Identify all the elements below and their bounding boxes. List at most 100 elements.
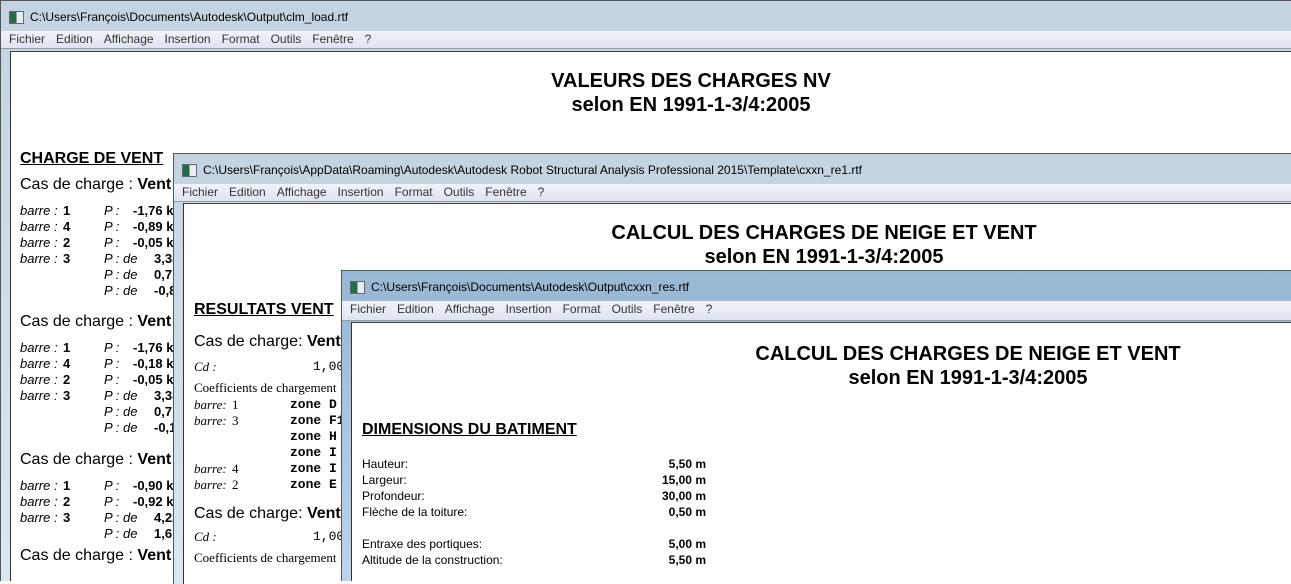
bar-number: 4	[63, 356, 71, 371]
bar-number: 4	[63, 219, 71, 234]
bar-label: barre :	[20, 340, 58, 355]
menu-item[interactable]: Outils	[611, 302, 643, 316]
load-value: 1,61	[154, 526, 180, 541]
bar-label: barre :	[20, 203, 58, 218]
bar-number: 2	[63, 372, 71, 387]
window-title: C:\Users\François\Documents\Autodesk\Out…	[30, 10, 349, 24]
bar-label: barre :	[20, 235, 58, 250]
heading: CALCUL DES CHARGES DE NEIGE ET VENT selon…	[668, 342, 1268, 390]
bar-number: 1	[63, 203, 71, 218]
dimension-value: 15,00 m	[661, 473, 706, 487]
load-case: Cas de charge: Vent	[194, 505, 341, 523]
load-case: Cas de charge : Vent	[20, 313, 171, 331]
load-value: -0,05 kN	[133, 235, 183, 250]
dimension-label: Hauteur:	[362, 457, 409, 471]
load-label: P : de	[104, 388, 138, 403]
load-case: Cas de charge : Vent	[20, 451, 171, 469]
dimension-value: 5,50 m	[668, 457, 706, 471]
menu-item[interactable]: Outils	[270, 32, 302, 46]
heading-line2: selon EN 1991-1-3/4:2005	[848, 367, 1088, 389]
app-icon	[350, 281, 365, 294]
dimension-value: 5,00 m	[668, 537, 706, 551]
dimension-label: Entraxe des portiques:	[362, 537, 483, 551]
window-cxxn-res[interactable]: C:\Users\François\Documents\Autodesk\Out…	[341, 270, 1291, 581]
zone-label: zone F1	[290, 413, 345, 428]
app-icon	[182, 164, 197, 177]
menu-item[interactable]: Format	[562, 302, 601, 316]
case-name: Vent	[137, 547, 172, 564]
app-icon	[9, 11, 24, 24]
title-bar[interactable]: C:\Users\François\AppData\Roaming\Autode…	[174, 154, 1291, 184]
menu-item[interactable]: Fichier	[350, 302, 387, 316]
heading-line1: CALCUL DES CHARGES DE NEIGE ET VENT	[755, 343, 1181, 365]
zone-label: zone H	[290, 429, 337, 444]
bar-label: barre:	[194, 477, 227, 492]
case-label: Cas de charge :	[20, 313, 138, 330]
bar-label: barre :	[20, 510, 58, 525]
load-value: 3,33	[154, 251, 180, 266]
case-name: Vent	[137, 176, 172, 193]
menu-bar: Fichier Edition Affichage Insertion Format Ou…	[1, 31, 1291, 49]
menu-item[interactable]: Format	[394, 185, 433, 199]
bar-number: 1	[63, 340, 71, 355]
menu-item[interactable]: Insertion	[337, 185, 384, 199]
load-label: P :	[104, 219, 120, 234]
case-name: Vent	[306, 505, 341, 522]
dimension-label: Profondeur:	[362, 489, 425, 503]
menu-item[interactable]: Format	[221, 32, 260, 46]
dimension-value: 30,00 m	[661, 489, 706, 503]
menu-item[interactable]: Insertion	[505, 302, 552, 316]
menu-item[interactable]: Insertion	[164, 32, 211, 46]
coef-label: Coefficients de chargement	[194, 380, 337, 395]
menu-item[interactable]: ?	[705, 302, 713, 316]
load-label: P :	[104, 340, 120, 355]
load-label: P :	[104, 203, 120, 218]
load-value: -0,05 kN	[133, 372, 183, 387]
load-value: 0,71	[154, 404, 180, 419]
menu-item[interactable]: Affichage	[276, 185, 327, 199]
load-label: P : de	[104, 526, 138, 541]
bar-number: 3	[63, 510, 71, 525]
load-case: Cas de charge : Vent	[20, 176, 171, 194]
case-name: Vent	[306, 333, 341, 350]
title-bar[interactable]: C:\Users\François\Documents\Autodesk\Out…	[342, 271, 1291, 301]
load-label: P :	[104, 356, 120, 371]
menu-item[interactable]: Fichier	[9, 32, 46, 46]
menu-item[interactable]: ?	[537, 185, 545, 199]
menu-item[interactable]: Affichage	[444, 302, 495, 316]
document-content: CALCUL DES CHARGES DE NEIGE ET VENT selon…	[351, 322, 1291, 581]
zone-label: zone I	[290, 461, 337, 476]
bar-number: 2	[63, 494, 71, 509]
zone-label: zone D	[290, 397, 337, 412]
menu-item[interactable]: Edition	[397, 302, 434, 316]
menu-item[interactable]: Fichier	[182, 185, 219, 199]
menu-item[interactable]: Fenêtre	[485, 185, 527, 199]
zone-label: zone E	[290, 477, 337, 492]
menu-item[interactable]: Edition	[56, 32, 93, 46]
window-title: C:\Users\François\Documents\Autodesk\Out…	[371, 280, 690, 294]
section-title: DIMENSIONS DU BATIMENT	[362, 421, 577, 438]
section-title: CHARGE DE VENT	[20, 150, 164, 167]
bar-label: barre:	[194, 461, 227, 476]
bar-label: barre:	[194, 413, 227, 428]
menu-item[interactable]: Edition	[229, 185, 266, 199]
menu-item[interactable]: Fenêtre	[312, 32, 354, 46]
bar-number: 3	[232, 413, 239, 428]
load-case: Cas de charge : Vent	[20, 547, 171, 565]
title-bar[interactable]: C:\Users\François\Documents\Autodesk\Out…	[1, 1, 1291, 31]
dimension-value: 5,50 m	[668, 553, 706, 567]
case-name: Vent	[137, 451, 172, 468]
menu-bar: Fichier Edition Affichage Insertion Format Ou…	[174, 184, 1291, 202]
menu-item[interactable]: Fenêtre	[653, 302, 695, 316]
load-label: P : de	[104, 251, 138, 266]
bar-label: barre :	[20, 356, 58, 371]
load-value: -0,18 kN	[133, 356, 183, 371]
dimension-label: Altitude de la construction:	[362, 553, 503, 567]
heading-line1: VALEURS DES CHARGES NV	[551, 70, 831, 92]
menu-item[interactable]: Outils	[443, 185, 475, 199]
load-label: P :	[104, 235, 120, 250]
menu-item[interactable]: Affichage	[103, 32, 154, 46]
load-value: -1,76 kN	[133, 340, 183, 355]
menu-item[interactable]: ?	[364, 32, 372, 46]
bar-label: barre :	[20, 372, 58, 387]
